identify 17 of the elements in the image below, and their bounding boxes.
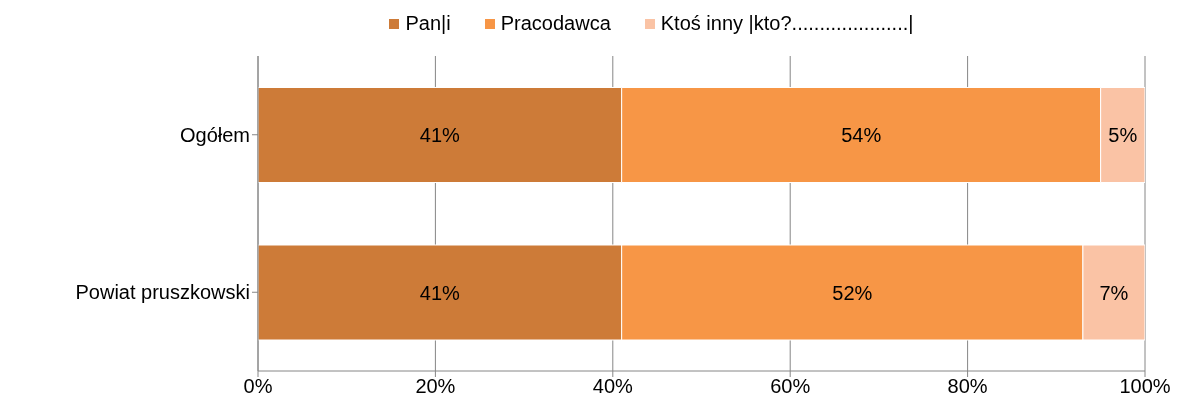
y-tick-label: Ogółem: [179, 123, 250, 146]
y-tick-label: Powiat pruszkowski: [75, 281, 250, 304]
legend-label: Pan|i: [405, 12, 451, 35]
x-tick-label: 80%: [947, 375, 988, 398]
x-tick-label: 60%: [770, 375, 811, 398]
data-label: 52%: [832, 281, 873, 304]
data-label: 41%: [419, 124, 461, 146]
data-label: 41%: [419, 281, 461, 304]
data-label: 5%: [1108, 124, 1138, 146]
legend-label: Pracodawca: [500, 12, 611, 35]
x-tick-label: 0%: [243, 375, 273, 398]
x-tick-label: 40%: [592, 375, 634, 398]
legend-label: Ktoś inny |kto?.....................|: [660, 12, 914, 35]
x-tick-label: 100%: [1119, 375, 1171, 398]
data-label: 54%: [841, 124, 882, 146]
data-label: 7%: [1099, 281, 1129, 304]
x-tick-label: 20%: [415, 375, 456, 398]
